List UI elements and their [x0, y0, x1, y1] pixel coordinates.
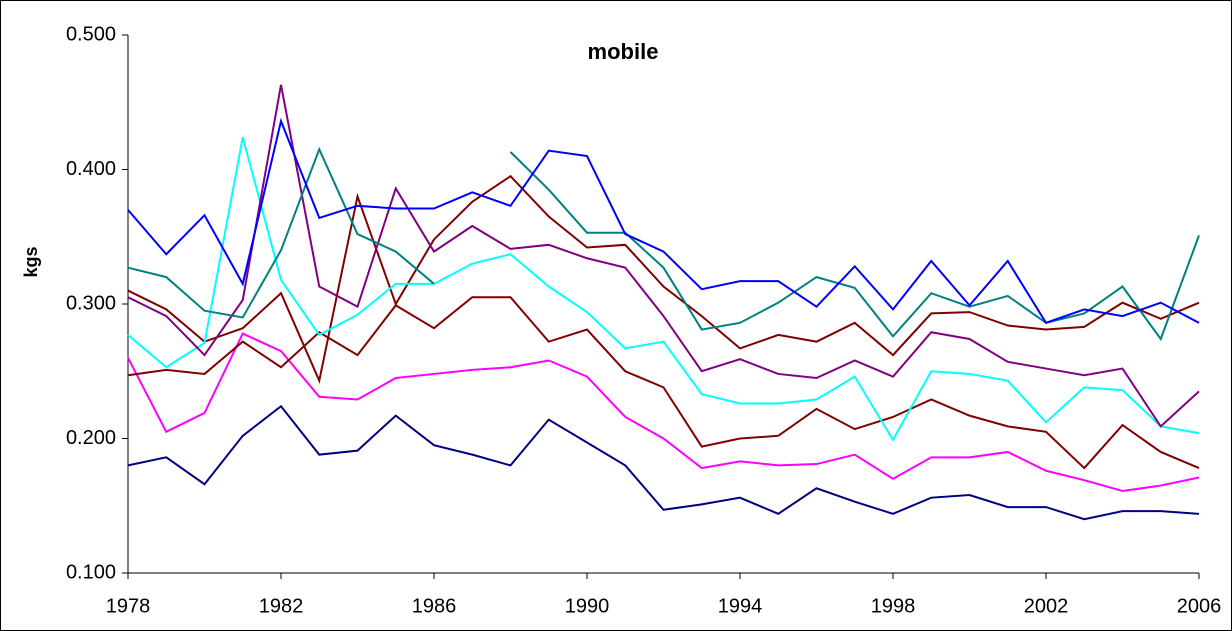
x-tick-label: 1978 — [106, 595, 151, 617]
y-axis-label: kgs — [21, 246, 41, 277]
series-line — [127, 136, 1200, 442]
chart-title: mobile — [588, 39, 659, 64]
x-tick-label: 2002 — [1024, 595, 1069, 617]
y-tick-label: 0.200 — [66, 427, 116, 449]
series-line — [127, 84, 1200, 428]
series-line — [127, 174, 1200, 384]
series-line — [127, 117, 1200, 325]
x-tick-label: 1994 — [718, 595, 763, 617]
x-tick-label: 1998 — [871, 595, 916, 617]
series-line — [127, 296, 1200, 470]
x-tick-label: 1982 — [259, 595, 304, 617]
x-tick-label: 1986 — [412, 595, 457, 617]
x-tick-label: 1990 — [565, 595, 610, 617]
y-tick-label: 0.300 — [66, 292, 116, 314]
series-line — [127, 404, 1200, 521]
x-tick-label: 2006 — [1177, 595, 1222, 617]
series-line — [127, 332, 1200, 492]
y-tick-label: 0.100 — [66, 561, 116, 583]
series-line — [127, 146, 435, 319]
y-tick-label: 0.500 — [66, 23, 116, 45]
y-tick-label: 0.400 — [66, 158, 116, 180]
